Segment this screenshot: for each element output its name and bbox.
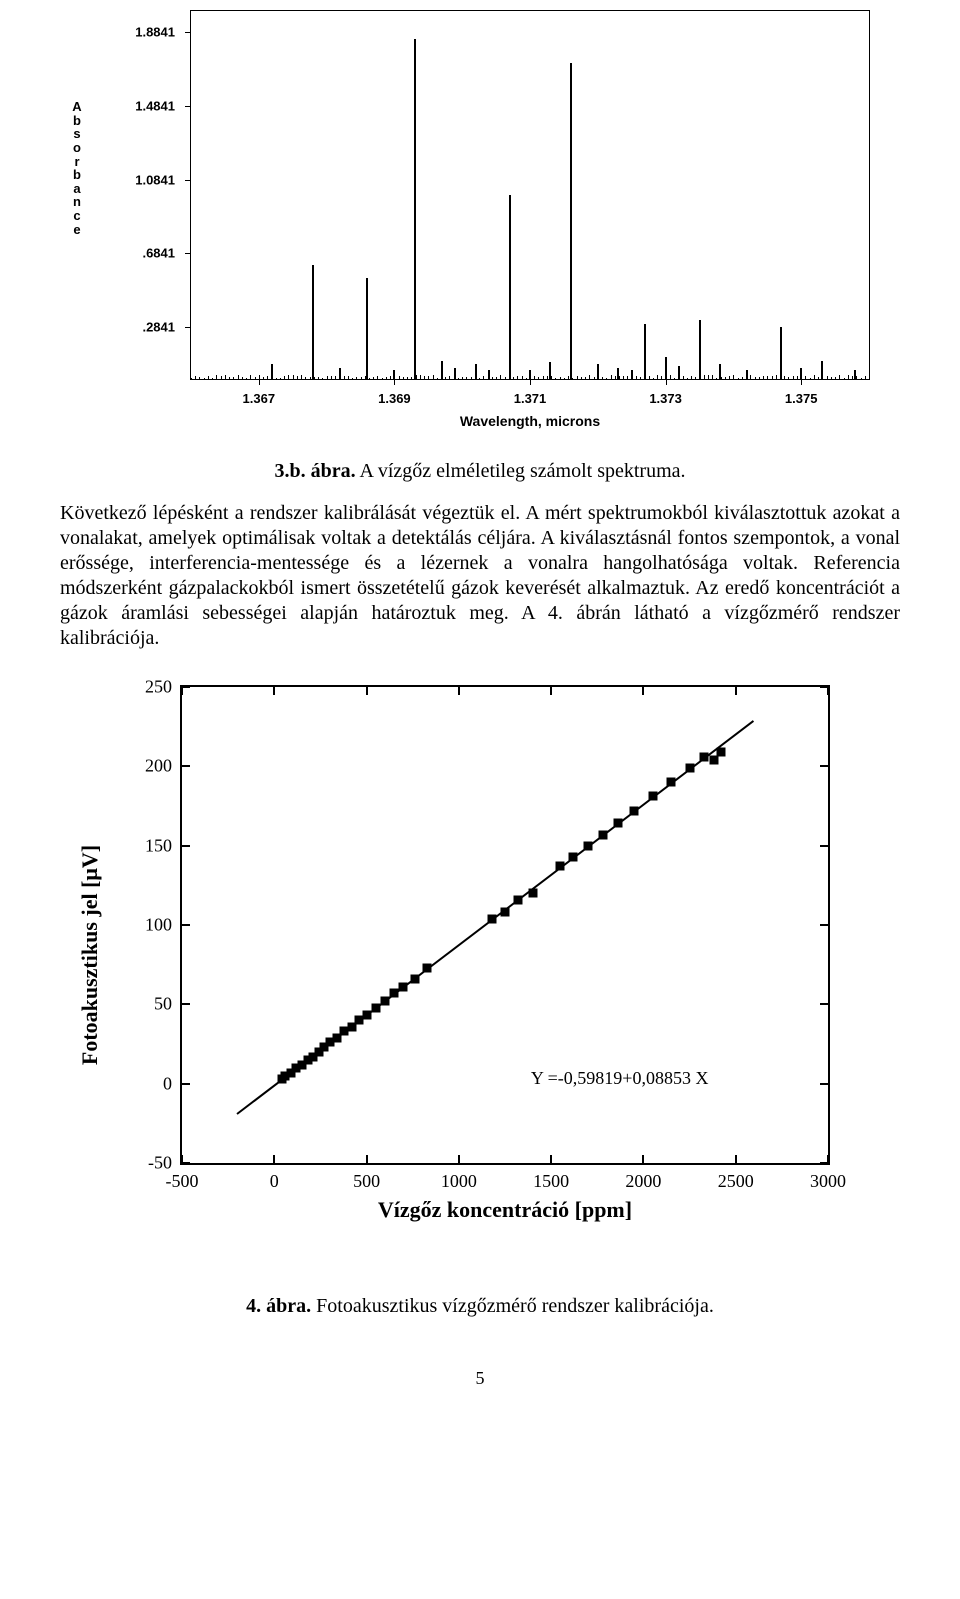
spectrum-y-tick: .2841 <box>142 319 191 334</box>
calib-data-point <box>556 862 565 871</box>
calib-x-tick: 1500 <box>533 1163 569 1192</box>
caption-bold: 4. ábra. <box>246 1295 311 1317</box>
calib-y-tick: 50 <box>154 994 182 1015</box>
calib-data-point <box>513 895 522 904</box>
calib-data-point <box>667 778 676 787</box>
spectrum-peak <box>570 63 572 379</box>
calib-x-tick: 0 <box>270 1163 279 1192</box>
calib-data-point <box>371 1003 380 1012</box>
calib-data-point <box>685 763 694 772</box>
calib-data-point <box>381 997 390 1006</box>
caption-text: A vízgőz elméletileg számolt spektruma. <box>356 460 686 482</box>
calibration-chart: Fotoakusztikus jel [μV] Vízgőz koncentrá… <box>100 675 860 1235</box>
calib-data-point <box>362 1011 371 1020</box>
calib-equation: Y =-0,59819+0,08853 X <box>531 1068 709 1089</box>
calib-plot-area: Vízgőz koncentráció [ppm] Y =-0,59819+0,… <box>180 685 830 1165</box>
calib-y-tick: 100 <box>145 915 182 936</box>
spectrum-chart: Absorbance Wavelength, microns .2841.684… <box>70 0 890 440</box>
spectrum-peak <box>780 327 782 379</box>
calib-data-point <box>488 914 497 923</box>
figure-3b-caption: 3.b. ábra. A vízgőz elméletileg számolt … <box>60 460 900 483</box>
figure-4-caption: 4. ábra. Fotoakusztikus vízgőzmérő rends… <box>60 1295 900 1318</box>
calib-y-tick: 250 <box>145 677 182 698</box>
caption-text: Fotoakusztikus vízgőzmérő rendszer kalib… <box>311 1295 714 1317</box>
calib-data-point <box>423 963 432 972</box>
calib-data-point <box>410 974 419 983</box>
calib-x-tick: 500 <box>353 1163 380 1192</box>
calib-y-tick: 0 <box>163 1073 182 1094</box>
spectrum-y-tick: 1.4841 <box>135 98 191 113</box>
caption-bold: 3.b. ábra. <box>274 460 355 482</box>
spectrum-y-tick: 1.8841 <box>135 25 191 40</box>
calib-data-point <box>399 982 408 991</box>
calib-data-point <box>569 852 578 861</box>
spectrum-peak <box>509 195 511 379</box>
spectrum-x-axis-label: Wavelength, microns <box>460 413 600 429</box>
calib-x-tick: 2000 <box>625 1163 661 1192</box>
calib-y-axis-label: Fotoakusztikus jel [μV] <box>77 845 103 1065</box>
calib-data-point <box>709 755 718 764</box>
calib-x-tick: 3000 <box>810 1163 846 1192</box>
body-paragraph: Következő lépésként a rendszer kalibrálá… <box>60 501 900 651</box>
spectrum-plot-area: Wavelength, microns .2841.68411.08411.48… <box>190 10 870 380</box>
calib-y-tick: 150 <box>145 835 182 856</box>
calib-data-point <box>390 989 399 998</box>
calib-data-point <box>528 889 537 898</box>
spectrum-peak <box>312 265 314 379</box>
spectrum-peak <box>644 324 646 379</box>
calib-data-point <box>598 830 607 839</box>
calib-x-axis-label: Vízgőz koncentráció [ppm] <box>378 1197 632 1223</box>
spectrum-peak <box>414 39 416 379</box>
spectrum-y-tick: 1.0841 <box>135 172 191 187</box>
spectrum-y-axis-label: Absorbance <box>70 100 84 236</box>
calib-y-tick: 200 <box>145 756 182 777</box>
spectrum-peak <box>699 320 701 379</box>
spectrum-y-tick: .6841 <box>142 246 191 261</box>
calib-data-point <box>501 908 510 917</box>
calib-x-tick: -500 <box>166 1163 199 1192</box>
calib-data-point <box>648 792 657 801</box>
calib-data-point <box>700 752 709 761</box>
page-number: 5 <box>60 1368 900 1389</box>
spectrum-peak <box>366 278 368 379</box>
calib-data-point <box>630 806 639 815</box>
calib-data-point <box>613 819 622 828</box>
calib-x-tick: 2500 <box>718 1163 754 1192</box>
calib-data-point <box>716 748 725 757</box>
calib-data-point <box>584 841 593 850</box>
calib-x-tick: 1000 <box>441 1163 477 1192</box>
